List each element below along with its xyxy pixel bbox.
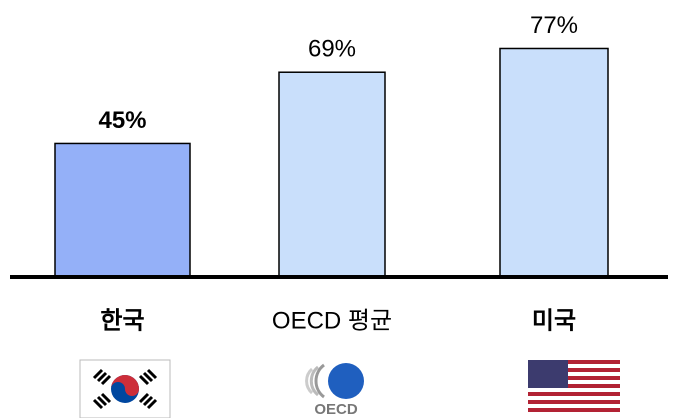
oecd-logo: OECD [305, 363, 364, 418]
x-tick-label: 한국 [100, 307, 144, 334]
x-tick-label: 미국 [532, 307, 576, 334]
bar [54, 142, 191, 278]
x-tick-label: OECD 평균 [272, 307, 392, 334]
logo-text: OECD [314, 401, 358, 418]
data-label: 69% [308, 36, 356, 63]
bar [499, 47, 609, 278]
data-label: 45% [98, 107, 146, 134]
us-flag [528, 360, 620, 412]
data-label: 77% [530, 12, 578, 39]
korea-flag [79, 359, 171, 418]
bar [278, 71, 386, 278]
